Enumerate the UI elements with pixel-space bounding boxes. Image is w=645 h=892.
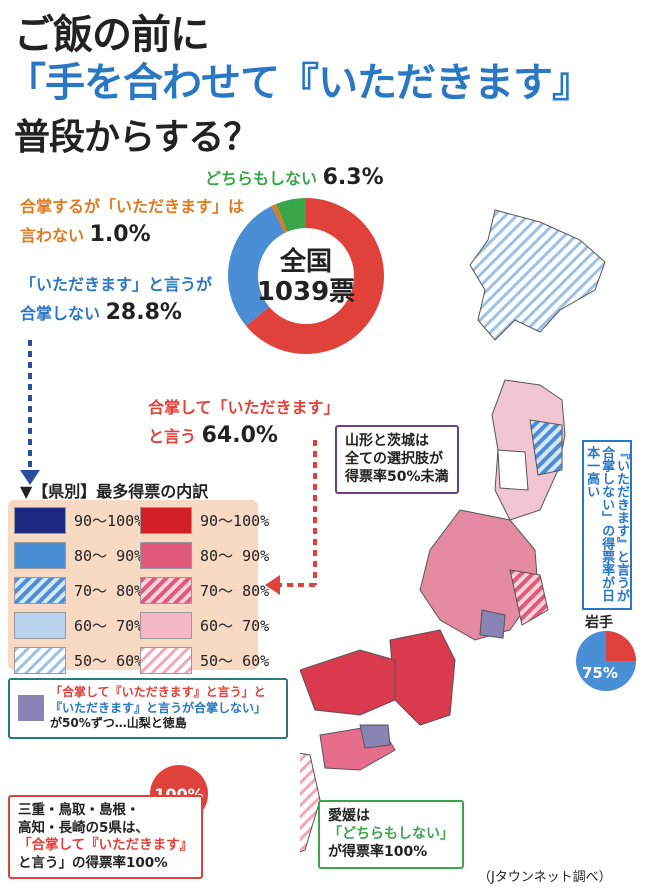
legend-swatch — [140, 542, 192, 569]
title-line1: ご飯の前に — [14, 12, 210, 58]
title-line2: 「手を合わせて『いただきます』 — [6, 60, 592, 106]
legend-swatch — [140, 647, 192, 674]
legend-text: 70～ 80% — [74, 582, 144, 600]
map-yamagata — [497, 449, 529, 491]
label-gassho-only: 合掌するが「いただきます」は 言わない 1.0% — [20, 197, 244, 249]
map-yamanashi — [479, 609, 506, 639]
label-say-only-b: 合掌しない — [20, 304, 101, 324]
note-line: が得票率100% — [328, 844, 428, 861]
donut-center-label: 全国 — [279, 247, 332, 277]
label-both-a: 合掌して「いただきます」 — [148, 398, 340, 417]
note-line: 「どちらもしない」 — [328, 826, 454, 843]
legend-swatch — [140, 507, 192, 534]
label-both: 合掌して「いただきます」 と言う 64.0% — [148, 398, 340, 450]
legend-text: 70～ 80% — [200, 582, 270, 600]
legend-text: 60～ 70% — [200, 617, 270, 635]
label-say-only: 「いただきます」と言うが 合掌しない 28.8% — [20, 275, 212, 327]
label-neither-value: 6.3% — [322, 165, 384, 190]
legend-title: ▼【県別】最多得票の内訳 — [20, 482, 209, 501]
legend-swatch — [14, 507, 66, 534]
note-line: 得票率50%未満 — [345, 469, 449, 486]
legend-swatch — [14, 647, 66, 674]
legend-swatch — [14, 577, 66, 604]
label-neither: どちらもしない 6.3% — [205, 165, 384, 191]
note-line: 山形と茨城は — [345, 433, 429, 449]
legend-text: 50～ 60% — [74, 652, 144, 670]
legend-text: 80～ 90% — [74, 547, 144, 565]
note-line: 「合掌して『いただきます』と言う」と — [50, 685, 266, 699]
note-mie: 三重・鳥取・島根・ 高知・長崎の5県は、 「合掌して『いただきます』 と言う」の… — [8, 795, 204, 880]
credit: （Jタウンネット調べ） — [478, 870, 612, 885]
note-line: 全ての選択肢が — [345, 451, 443, 468]
map-chugoku — [300, 649, 396, 716]
dashed-arrows — [20, 340, 317, 595]
legend-blue: 90～100% 80～ 90% 70～ 80% 60～ 70% 50～ 60% — [14, 506, 143, 681]
map-kyushu — [300, 752, 321, 853]
japan-map — [300, 209, 606, 853]
legend-swatch — [14, 542, 66, 569]
label-gassho-only-value: 1.0% — [89, 222, 151, 248]
label-gassho-only-b: 言わない — [20, 226, 85, 246]
donut-chart — [228, 198, 384, 354]
legend-text: 90～100% — [74, 512, 144, 530]
label-gassho-only-a: 合掌するが「いただきます」は — [20, 197, 245, 216]
legend-swatch — [14, 612, 66, 639]
legend-swatch — [140, 612, 192, 639]
map-kanto — [509, 569, 549, 626]
title-line3: 普段からする？ — [14, 117, 259, 158]
note-line: と言う」の得票率100% — [18, 854, 168, 871]
iwate-label: 岩手 — [585, 615, 613, 631]
legend-text: 60～ 70% — [74, 617, 144, 635]
note-line: 愛媛は — [328, 808, 370, 824]
note-line: 三重・鳥取・島根・ — [18, 802, 140, 818]
note-yamagata: 山形と茨城は 全ての選択肢が 得票率50%未満 — [335, 425, 459, 494]
purple-swatch — [18, 695, 44, 722]
iwate-pie-red — [606, 631, 636, 661]
note-line: 高知・長崎の5県は、 — [18, 819, 149, 836]
legend-swatch — [140, 577, 192, 604]
label-neither-text: どちらもしない — [205, 169, 318, 188]
note-yamanashi: 「合掌して『いただきます』と言う」と 『いただきます』と言うが合掌しない」 が5… — [8, 678, 288, 739]
map-kinki — [389, 629, 456, 726]
note-ehime: 愛媛は 「どちらもしない」 が得票率100% — [318, 800, 464, 869]
legend-text: 90～100% — [200, 512, 270, 530]
donut-center-total: 1039票 — [256, 276, 356, 307]
legend-red: 90～100% 80～ 90% 70～ 80% 60～ 70% 50～ 60% — [140, 506, 269, 681]
label-say-only-a: 「いただきます」と言うが — [20, 275, 213, 294]
note-iwate: 『いただきます』と言うが合掌しない」の得票率が日本一高い — [582, 440, 632, 610]
map-iwate — [529, 419, 563, 476]
label-both-value: 64.0% — [201, 423, 278, 449]
note-line: 『いただきます』と言うが合掌しない」 — [50, 700, 267, 715]
note-line: が50%ずつ…山梨と徳島 — [50, 716, 187, 731]
note-line: 「合掌して『いただきます』 — [18, 837, 194, 854]
label-say-only-value: 28.8% — [105, 300, 182, 326]
label-both-b: と言う — [148, 427, 197, 447]
iwate-pie — [576, 631, 636, 691]
legend-text: 50～ 60% — [200, 652, 270, 670]
map-tokushima — [359, 724, 391, 749]
legend-text: 80～ 90% — [200, 547, 270, 565]
iwate-value: 75% — [582, 664, 618, 682]
map-hokkaido — [469, 209, 606, 341]
